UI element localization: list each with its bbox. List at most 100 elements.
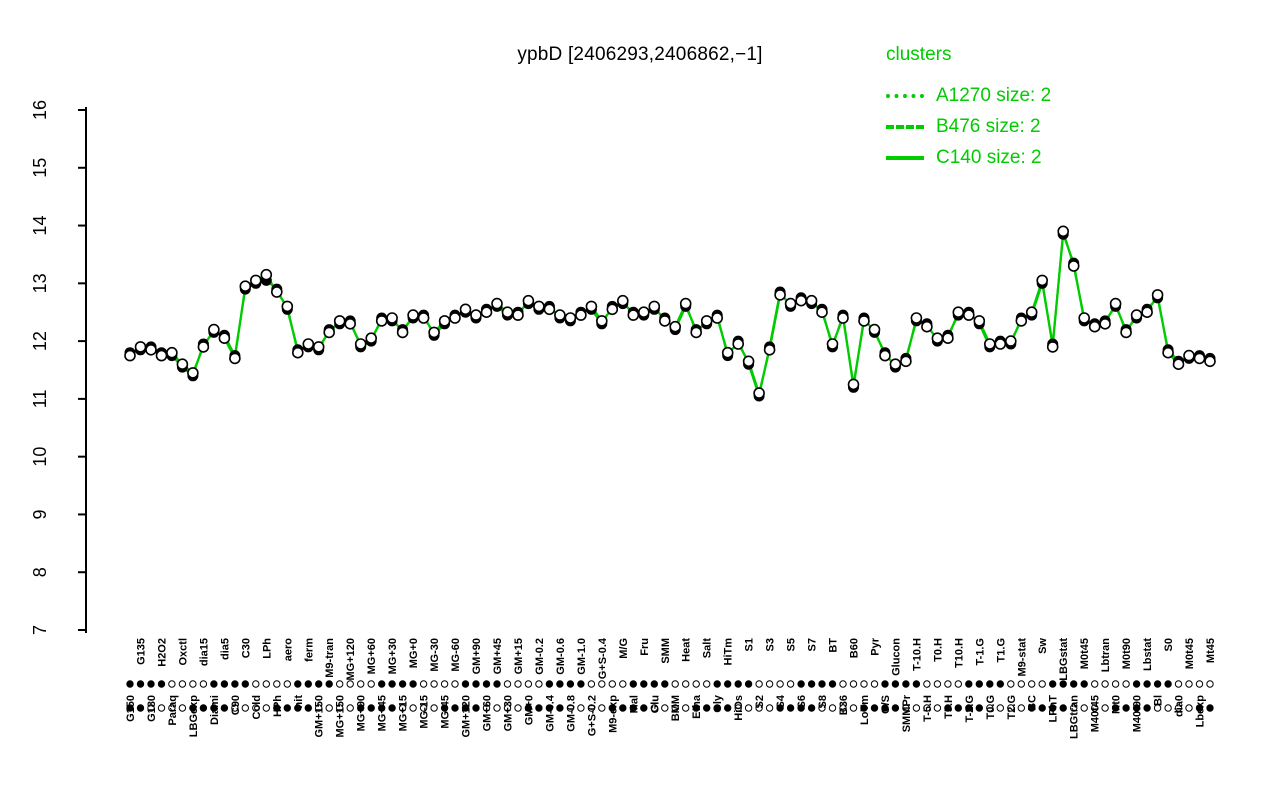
open-point xyxy=(124,349,136,362)
open-point xyxy=(291,346,304,359)
clusters-legend: clusters A1270 size: 2 B476 size: 2 C140… xyxy=(886,44,1051,173)
open-point xyxy=(900,355,912,368)
open-point xyxy=(1046,341,1059,353)
x-category-label: Diami xyxy=(209,695,221,725)
condition-dot xyxy=(902,704,910,712)
x-category-label: LBGstat xyxy=(1058,638,1070,681)
condition-dot xyxy=(1070,680,1078,688)
legend-title: clusters xyxy=(886,44,952,65)
condition-dot xyxy=(419,680,428,688)
open-point xyxy=(1078,312,1090,324)
condition-dot xyxy=(1101,704,1109,712)
condition-dot xyxy=(849,680,858,688)
condition-dot xyxy=(1132,680,1141,688)
open-point xyxy=(973,315,986,327)
x-category-label: T5.H xyxy=(943,695,955,719)
condition-dot xyxy=(828,704,837,712)
open-point xyxy=(1162,346,1174,359)
x-category-label: T-1.G xyxy=(974,638,986,666)
open-point xyxy=(1130,309,1143,321)
open-point xyxy=(1025,306,1038,319)
condition-dot xyxy=(965,704,973,712)
open-point xyxy=(690,326,703,339)
condition-dot xyxy=(210,704,218,712)
x-category-label: Mt0 xyxy=(1111,695,1123,714)
open-point xyxy=(816,306,828,319)
x-category-label: LBGexp xyxy=(188,695,200,737)
series-points xyxy=(124,225,1216,402)
condition-dot xyxy=(577,704,585,712)
condition-dot xyxy=(1007,704,1015,712)
y-tick-label: 11 xyxy=(30,390,50,409)
condition-dot xyxy=(231,680,239,688)
x-category-label: BMM xyxy=(670,695,682,721)
condition-dot xyxy=(1028,680,1036,688)
condition-dot xyxy=(409,704,417,712)
condition-dot xyxy=(1143,680,1151,688)
condition-dot xyxy=(378,704,386,712)
open-point xyxy=(1088,320,1101,333)
x-category-label: GM+15 xyxy=(513,638,525,674)
x-labels: G150 G135 G180 H2O2 Paraq Oxctl LBGexp dia15 Dia… xyxy=(125,637,1217,739)
condition-dot xyxy=(755,680,763,688)
open-point xyxy=(187,367,199,379)
condition-dot xyxy=(650,680,658,688)
condition-dot xyxy=(1080,704,1088,712)
condition-dot xyxy=(514,680,522,688)
condition-dot xyxy=(556,680,564,688)
open-point xyxy=(962,309,975,321)
condition-dot xyxy=(493,680,501,688)
condition-dot xyxy=(682,704,690,712)
condition-dot xyxy=(336,680,344,688)
open-point xyxy=(784,297,797,310)
x-category-label: MG+0 xyxy=(408,638,420,668)
x-category-label: S6 xyxy=(796,695,808,708)
y-tick-label: 7 xyxy=(30,625,50,635)
condition-dot xyxy=(1206,704,1214,712)
x-category-label: SMMPr xyxy=(901,694,913,732)
x-category-label: nit xyxy=(293,695,305,709)
condition-dot xyxy=(346,704,354,712)
condition-dot xyxy=(262,704,270,712)
condition-dot xyxy=(367,704,375,712)
open-point xyxy=(333,315,346,327)
condition-dot xyxy=(598,704,606,712)
x-category-label: C30 xyxy=(240,638,252,658)
x-category-label: GM+120 xyxy=(461,695,473,738)
cluster-line xyxy=(128,230,1212,395)
open-point xyxy=(889,358,902,371)
condition-dot xyxy=(168,704,176,712)
condition-dot xyxy=(1017,704,1025,712)
condition-dot xyxy=(1038,704,1046,712)
x-category-label: BT xyxy=(828,638,840,653)
open-point xyxy=(879,349,891,362)
x-category-label: C90 xyxy=(230,695,242,715)
condition-dot xyxy=(545,704,554,712)
condition-dot xyxy=(986,704,994,712)
condition-dot xyxy=(619,704,627,712)
condition-dot xyxy=(828,680,837,688)
open-point xyxy=(616,294,629,307)
condition-dot xyxy=(713,704,721,712)
condition-dot xyxy=(294,704,302,712)
condition-dot xyxy=(860,704,868,712)
condition-dot xyxy=(776,680,784,688)
open-point xyxy=(218,332,231,345)
condition-dot xyxy=(482,680,491,688)
condition-dot xyxy=(734,680,742,688)
legend-entry-label: C140 size: 2 xyxy=(936,146,1042,168)
open-point xyxy=(155,349,168,362)
condition-dot xyxy=(608,704,616,712)
open-point xyxy=(732,338,745,350)
condition-dot xyxy=(944,680,952,688)
condition-dot xyxy=(252,680,260,688)
condition-dot xyxy=(514,704,522,712)
open-point xyxy=(134,341,147,353)
open-point xyxy=(501,306,514,319)
x-category-label: G+S-0.4 xyxy=(597,637,609,679)
x-category-label: M0t90 xyxy=(1121,638,1133,669)
dotted-line-sample-icon xyxy=(886,93,924,98)
condition-dot xyxy=(1195,704,1204,712)
condition-dot xyxy=(923,680,931,688)
